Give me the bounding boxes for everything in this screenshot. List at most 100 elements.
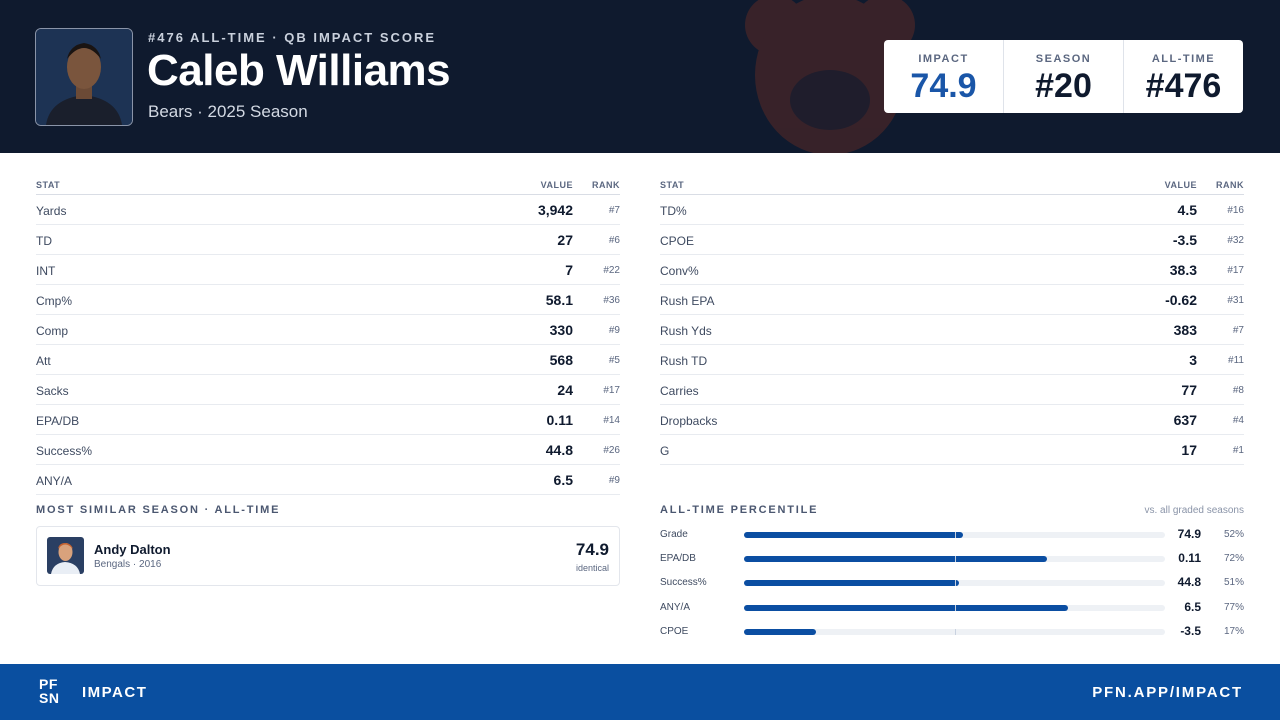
stat-value: 0.11	[546, 412, 573, 428]
table-row: TD 27 #6	[36, 225, 620, 255]
percentile-label: Success%	[660, 577, 707, 589]
percentile-midline	[954, 580, 956, 587]
percentile-label: ANY/A	[660, 601, 691, 613]
footer-logo: PF SN	[39, 677, 59, 705]
stat-name: CPOE	[660, 234, 695, 248]
stat-rank: #31	[1227, 295, 1244, 306]
stat-rank: #36	[603, 295, 620, 306]
percentile-midline	[954, 604, 956, 611]
table-header: STAT VALUE RANK	[660, 176, 1244, 195]
stat-value: -0.62	[1165, 292, 1197, 308]
table-row: EPA/DB 0.11 #14	[36, 405, 620, 435]
column-header: RANK	[1216, 180, 1244, 190]
stat-value: 330	[549, 322, 573, 338]
stat-rank: #11	[1228, 355, 1244, 366]
stat-value: 44.8	[545, 442, 573, 458]
percentile-pct: 51%	[1223, 577, 1244, 589]
percentile-track	[744, 532, 1165, 538]
stat-rank: #4	[1232, 415, 1244, 426]
table-row: Yards 3,942 #7	[36, 195, 620, 225]
table-header: STAT VALUE RANK	[36, 176, 620, 195]
header: #476 ALL-TIME · QB IMPACT SCORE Caleb Wi…	[0, 0, 1280, 153]
score-label: IMPACT	[918, 53, 969, 65]
score-value: 74.9	[910, 67, 977, 105]
stat-name: Dropbacks	[660, 414, 718, 428]
stat-value: 6.5	[553, 472, 573, 488]
table-row: Success% 44.8 #26	[36, 435, 620, 465]
stat-name: Yards	[36, 204, 67, 218]
player-photo	[35, 28, 133, 126]
percentile-bar	[744, 628, 816, 635]
stat-name: Rush EPA	[660, 294, 715, 308]
score: ALL-TIME #476	[1123, 40, 1243, 113]
kicker: #476 ALL-TIME · QB IMPACT SCORE	[148, 30, 437, 45]
stat-name: EPA/DB	[36, 414, 80, 428]
percentile-row: CPOE -3.5 17%	[660, 624, 1244, 640]
section-note: vs. all graded seasons	[1144, 505, 1244, 516]
percentile-row: EPA/DB 0.11 72%	[660, 551, 1244, 567]
table-row: Rush EPA -0.62 #31	[660, 285, 1244, 315]
similar-photo	[47, 537, 84, 574]
column-header: VALUE	[540, 180, 573, 190]
stat-rank: #22	[603, 265, 620, 276]
stat-name: TD%	[660, 204, 687, 218]
stat-rank: #17	[603, 385, 620, 396]
stat-rank: #7	[1232, 325, 1244, 336]
column-header: RANK	[592, 180, 620, 190]
percentile-bar	[744, 532, 963, 538]
score-value: #20	[1035, 67, 1092, 105]
percentile-value: 74.9	[1177, 527, 1201, 541]
table-row: Cmp% 58.1 #36	[36, 285, 620, 315]
percentile-track	[744, 604, 1165, 611]
table-row: CPOE -3.5 #32	[660, 225, 1244, 255]
stat-value: 58.1	[545, 292, 573, 308]
percentile-value: 6.5	[1184, 599, 1201, 614]
stat-value: 637	[1173, 412, 1197, 428]
table-row: Rush Yds 383 #7	[660, 315, 1244, 345]
column-header: STAT	[36, 180, 61, 190]
stat-value: 7	[565, 262, 573, 278]
stat-value: 24	[557, 382, 573, 398]
stat-name: Conv%	[660, 264, 699, 278]
stat-rank: #32	[1227, 235, 1244, 246]
stat-value: 17	[1181, 442, 1197, 458]
table-row: Dropbacks 637 #4	[660, 405, 1244, 435]
table-row: Comp 330 #9	[36, 315, 620, 345]
stat-rank: #5	[608, 355, 620, 366]
score-box: IMPACT 74.9 SEASON #20 ALL-TIME #476	[884, 40, 1243, 113]
stat-value: 568	[549, 352, 573, 368]
logo-line: SN	[39, 690, 60, 706]
stat-rank: #26	[603, 445, 620, 456]
footer: PF SN IMPACT PFN.APP/IMPACT	[0, 664, 1280, 720]
percentile-midline	[954, 556, 956, 563]
stat-name: TD	[36, 234, 52, 248]
stat-value: 77	[1181, 382, 1197, 398]
percentile-pct: 17%	[1223, 625, 1244, 637]
stat-value: 3,942	[537, 202, 573, 218]
footer-url[interactable]: PFN.APP/IMPACT	[1092, 684, 1243, 701]
percentile-pct: 77%	[1223, 601, 1244, 613]
stat-rank: #1	[1232, 445, 1244, 456]
percentile-pct: 52%	[1223, 529, 1244, 540]
table-row: Rush TD 3 #11	[660, 345, 1244, 375]
percentile-track	[744, 556, 1165, 563]
stat-name: Att	[36, 354, 51, 368]
stat-rank: #7	[608, 205, 620, 216]
similar-detail: Bengals · 2016	[94, 559, 162, 570]
stat-table: STAT VALUE RANK TD% 4.5 #16 CPOE -3.5 #32 Conv% 38…	[660, 176, 1244, 465]
team-logo	[745, 0, 915, 153]
stat-rank: #16	[1227, 205, 1244, 216]
stat-name: G	[660, 444, 670, 458]
stat-value: 27	[557, 232, 573, 248]
percentile-pct: 72%	[1223, 553, 1244, 565]
table-row: Att 568 #5	[36, 345, 620, 375]
logo-line: PF	[39, 676, 58, 692]
table-row: INT 7 #22	[36, 255, 620, 285]
percentile-midline	[954, 628, 956, 635]
section-title: ALL-TIME PERCENTILE	[660, 504, 819, 516]
stat-value: 3	[1189, 352, 1197, 368]
stat-rank: #17	[1227, 265, 1244, 276]
stat-rank: #9	[608, 325, 620, 336]
stat-rank: #14	[603, 415, 620, 426]
